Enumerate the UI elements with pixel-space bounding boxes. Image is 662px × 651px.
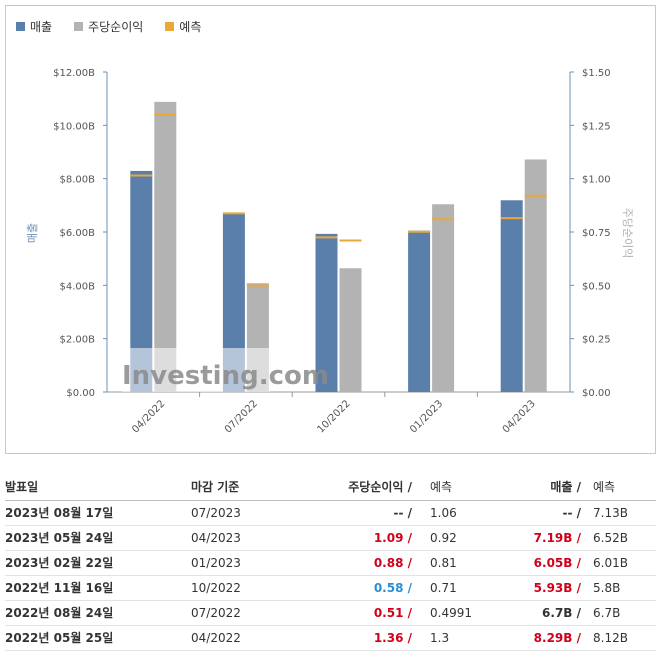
row-revenue-forecast: 6.01B — [593, 556, 628, 570]
x-tick-label: 07/2022 — [223, 398, 260, 435]
revenue-bar — [408, 230, 431, 392]
table-row: 2023년 08월 17일 07/2023 -- / 1.06 -- / 7.13B — [5, 501, 656, 526]
row-date: 2022년 05월 25일 — [5, 631, 114, 645]
row-revenue-forecast: 6.7B — [593, 606, 621, 620]
chart-legend: 매출 주당순이익 예측 — [16, 16, 201, 36]
left-axis-title: 매출 — [26, 223, 39, 243]
row-date: 2023년 02월 22일 — [5, 556, 114, 570]
row-period: 04/2023 — [191, 531, 241, 545]
row-period: 07/2022 — [191, 606, 241, 620]
header-eps[interactable]: 주당순이익 / — [348, 480, 412, 494]
row-revenue: 5.93B / — [533, 581, 581, 595]
row-revenue-forecast: 8.12B — [593, 631, 628, 645]
legend-item-revenue[interactable]: 매출 — [16, 18, 52, 35]
revenue-bar — [130, 170, 153, 392]
left-tick-label: $2.00B — [60, 335, 96, 346]
watermark-text: Investing.com — [122, 361, 329, 391]
header-eps-forecast[interactable]: 예측 — [430, 480, 453, 494]
row-eps: 1.09 / — [373, 531, 412, 545]
earnings-chart-panel: 매출 주당순이익 예측 $0.00 $2.00B $4.00B $6.00B $8.00… — [5, 5, 656, 454]
row-period: 01/2023 — [191, 556, 241, 570]
x-tick-label: 01/2023 — [408, 398, 445, 435]
row-eps-forecast: 1.3 — [430, 631, 450, 645]
header-period[interactable]: 마감 기준 — [191, 480, 240, 494]
right-axis-title: 주당순이익 — [621, 208, 634, 259]
right-tick-label: $1.00 — [582, 175, 611, 186]
table-header-row: 발표일 마감 기준 주당순이익 / 예측 매출 / 예측 — [5, 474, 656, 501]
header-date[interactable]: 발표일 — [5, 480, 39, 494]
right-tick-label: $1.25 — [582, 121, 611, 132]
table-row: 2022년 05월 25일 04/2022 1.36 / 1.3 8.29B / 8.12… — [5, 626, 656, 651]
row-revenue-forecast: 5.8B — [593, 581, 621, 595]
revenue-bar — [222, 213, 245, 392]
legend-label-forecast: 예측 — [179, 19, 202, 34]
row-eps: 0.88 / — [373, 556, 412, 570]
table-body: 2023년 08월 17일 07/2023 -- /1.06 -- /7.13B 202… — [5, 501, 656, 651]
row-revenue: 6.7B / — [542, 606, 581, 620]
header-revenue-forecast[interactable]: 예측 — [593, 480, 616, 494]
row-period: 10/2022 — [191, 581, 241, 595]
forecast-swatch — [165, 21, 175, 31]
row-period: 07/2023 — [191, 506, 241, 520]
row-revenue-forecast: 6.52B — [593, 531, 628, 545]
row-date: 2023년 08월 17일 — [5, 506, 114, 520]
row-eps: -- / — [393, 506, 412, 520]
investing-watermark: Investing.com — [122, 348, 329, 392]
eps-bar — [154, 101, 177, 392]
row-revenue: 6.05B / — [533, 556, 581, 570]
legend-label-revenue: 매출 — [30, 19, 53, 34]
x-tick-label: 10/2022 — [315, 398, 352, 435]
row-date: 2023년 05월 24일 — [5, 531, 114, 545]
row-period: 04/2022 — [191, 631, 241, 645]
table-row: 2023년 05월 24일 04/2023 1.09 / 0.92 7.19B / 6.5… — [5, 526, 656, 551]
row-date: 2022년 11월 16일 — [5, 581, 114, 595]
left-tick-label: $4.00B — [60, 281, 96, 292]
row-date: 2022년 08월 24일 — [5, 606, 114, 620]
right-tick-label: $0.50 — [582, 281, 611, 292]
table-row: 2023년 02월 22일 01/2023 0.88 / 0.81 6.05B / 6.0… — [5, 551, 656, 576]
left-tick-label: $6.00B — [60, 228, 96, 239]
row-eps-forecast: 0.81 — [430, 556, 457, 570]
legend-item-eps[interactable]: 주당순이익 — [74, 18, 143, 35]
left-tick-label: $10.00B — [53, 121, 95, 132]
x-tick-label: 04/2023 — [501, 398, 538, 435]
row-revenue: 7.19B / — [533, 531, 581, 545]
x-tick-label: 04/2022 — [130, 398, 167, 435]
row-revenue: -- / — [562, 506, 581, 520]
row-eps-forecast: 0.92 — [430, 531, 457, 545]
row-eps: 0.58 / — [373, 581, 412, 595]
left-tick-label: $8.00B — [60, 175, 96, 186]
watermark-backdrop — [122, 348, 270, 392]
revenue-bar — [500, 200, 523, 392]
eps-bar — [432, 204, 455, 392]
table-row: 2022년 11월 16일 10/2022 0.58 / 0.71 5.93B / 5.8… — [5, 576, 656, 601]
row-eps-forecast: 0.4991 — [430, 606, 472, 620]
eps-bar — [339, 268, 362, 392]
row-revenue-forecast: 7.13B — [593, 506, 628, 520]
earnings-table: 발표일 마감 기준 주당순이익 / 예측 매출 / 예측 2023년 08월 1… — [5, 474, 656, 651]
earnings-bar-chart: $0.00 $2.00B $4.00B $6.00B $8.00B $10.00B $12.… — [26, 68, 634, 435]
right-tick-label: $0.00 — [582, 388, 611, 399]
revenue-swatch — [16, 21, 25, 31]
row-eps-forecast: 0.71 — [430, 581, 457, 595]
legend-item-forecast[interactable]: 예측 — [165, 18, 201, 35]
header-revenue[interactable]: 매출 / — [550, 480, 581, 494]
right-tick-label: $0.75 — [582, 228, 611, 239]
legend-label-eps: 주당순이익 — [88, 19, 144, 34]
left-tick-label: $12.00B — [53, 68, 95, 79]
revenue-bar — [315, 233, 338, 392]
right-tick-label: $0.25 — [582, 335, 611, 346]
row-eps-forecast: 1.06 — [430, 506, 457, 520]
left-tick-label: $0.00 — [66, 388, 95, 399]
eps-swatch — [74, 21, 84, 31]
row-eps: 1.36 / — [373, 631, 412, 645]
table-row: 2022년 08월 24일 07/2022 0.51 / 0.4991 6.7B / 6.… — [5, 601, 656, 626]
right-tick-label: $1.50 — [582, 68, 611, 79]
row-revenue: 8.29B / — [533, 631, 581, 645]
row-eps: 0.51 / — [373, 606, 412, 620]
eps-bar — [524, 159, 547, 392]
